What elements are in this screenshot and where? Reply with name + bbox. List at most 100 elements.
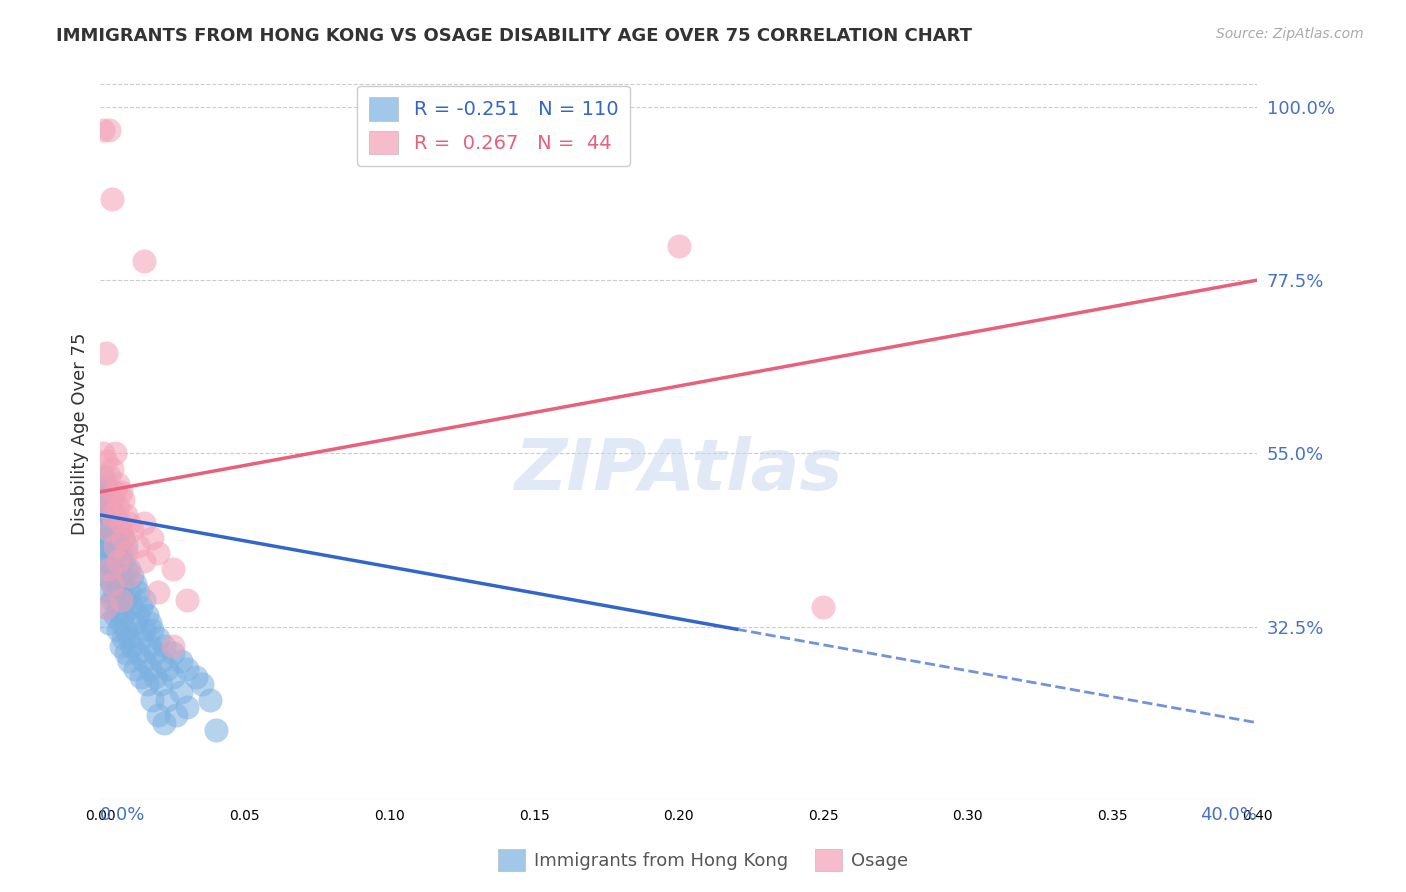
Point [148,708,170,723]
Point [110,524,132,538]
Point [143,647,166,661]
Point [110,569,132,583]
Text: IMMIGRANTS FROM HONG KONG VS OSAGE DISABILITY AGE OVER 75 CORRELATION CHART: IMMIGRANTS FROM HONG KONG VS OSAGE DISAB… [56,27,972,45]
Point [143,669,166,683]
Point [124,577,146,591]
Point [115,624,138,638]
Point [813,600,835,615]
Point [98,562,121,576]
Point [110,592,132,607]
Point [104,508,127,522]
Legend: Immigrants from Hong Kong, Osage: Immigrants from Hong Kong, Osage [491,842,915,879]
Point [94,539,117,553]
Point [94,477,117,491]
Point [165,708,187,723]
Text: ZIPAtlas: ZIPAtlas [515,436,844,505]
Point [91,469,114,483]
Point [101,508,124,522]
Point [91,492,114,507]
Point [153,639,176,653]
Point [101,562,124,576]
Point [668,238,690,252]
Point [107,554,129,568]
Point [115,539,138,553]
Point [94,569,117,583]
Point [135,607,157,622]
Point [115,562,138,576]
Point [162,647,184,661]
Point [127,647,149,661]
Point [104,562,127,576]
Point [132,254,155,268]
Point [150,654,173,668]
Point [107,500,129,515]
Point [101,524,124,538]
Point [176,592,198,607]
Point [104,546,127,560]
Point [118,654,141,668]
Point [94,500,117,515]
Point [141,624,163,638]
Point [115,647,138,661]
Point [94,600,117,615]
Y-axis label: Disability Age Over 75: Disability Age Over 75 [72,333,89,535]
Point [148,546,170,560]
Point [104,585,127,599]
Point [190,677,212,691]
Text: 40.0%: 40.0% [1201,805,1257,824]
Point [118,516,141,530]
Point [91,531,114,545]
Point [118,569,141,583]
Point [162,669,184,683]
Point [94,492,117,507]
Point [170,654,193,668]
Point [98,531,121,545]
Point [110,615,132,630]
Point [138,615,160,630]
Point [121,600,143,615]
Point [132,516,155,530]
Point [176,662,198,676]
Point [91,546,114,560]
Point [176,700,198,714]
Point [91,446,114,460]
Point [141,531,163,545]
Point [115,546,138,560]
Point [112,607,135,622]
Point [98,615,121,630]
Point [112,577,135,591]
Point [101,577,124,591]
Point [153,715,176,730]
Point [107,539,129,553]
Point [91,477,114,491]
Point [104,446,127,460]
Point [138,639,160,653]
Point [98,469,121,483]
Point [110,516,132,530]
Point [112,492,135,507]
Point [127,585,149,599]
Point [170,685,193,699]
Point [127,607,149,622]
Point [138,662,160,676]
Point [129,669,152,683]
Point [98,123,121,137]
Point [132,654,155,668]
Point [94,500,117,515]
Point [135,677,157,691]
Point [101,577,124,591]
Point [94,554,117,568]
Point [148,585,170,599]
Point [115,508,138,522]
Text: Source: ZipAtlas.com: Source: ZipAtlas.com [1216,27,1364,41]
Point [91,508,114,522]
Point [94,454,117,468]
Point [112,554,135,568]
Point [101,546,124,560]
Point [94,524,117,538]
Point [132,592,155,607]
Point [94,516,117,530]
Point [127,539,149,553]
Point [205,723,228,738]
Point [104,484,127,499]
